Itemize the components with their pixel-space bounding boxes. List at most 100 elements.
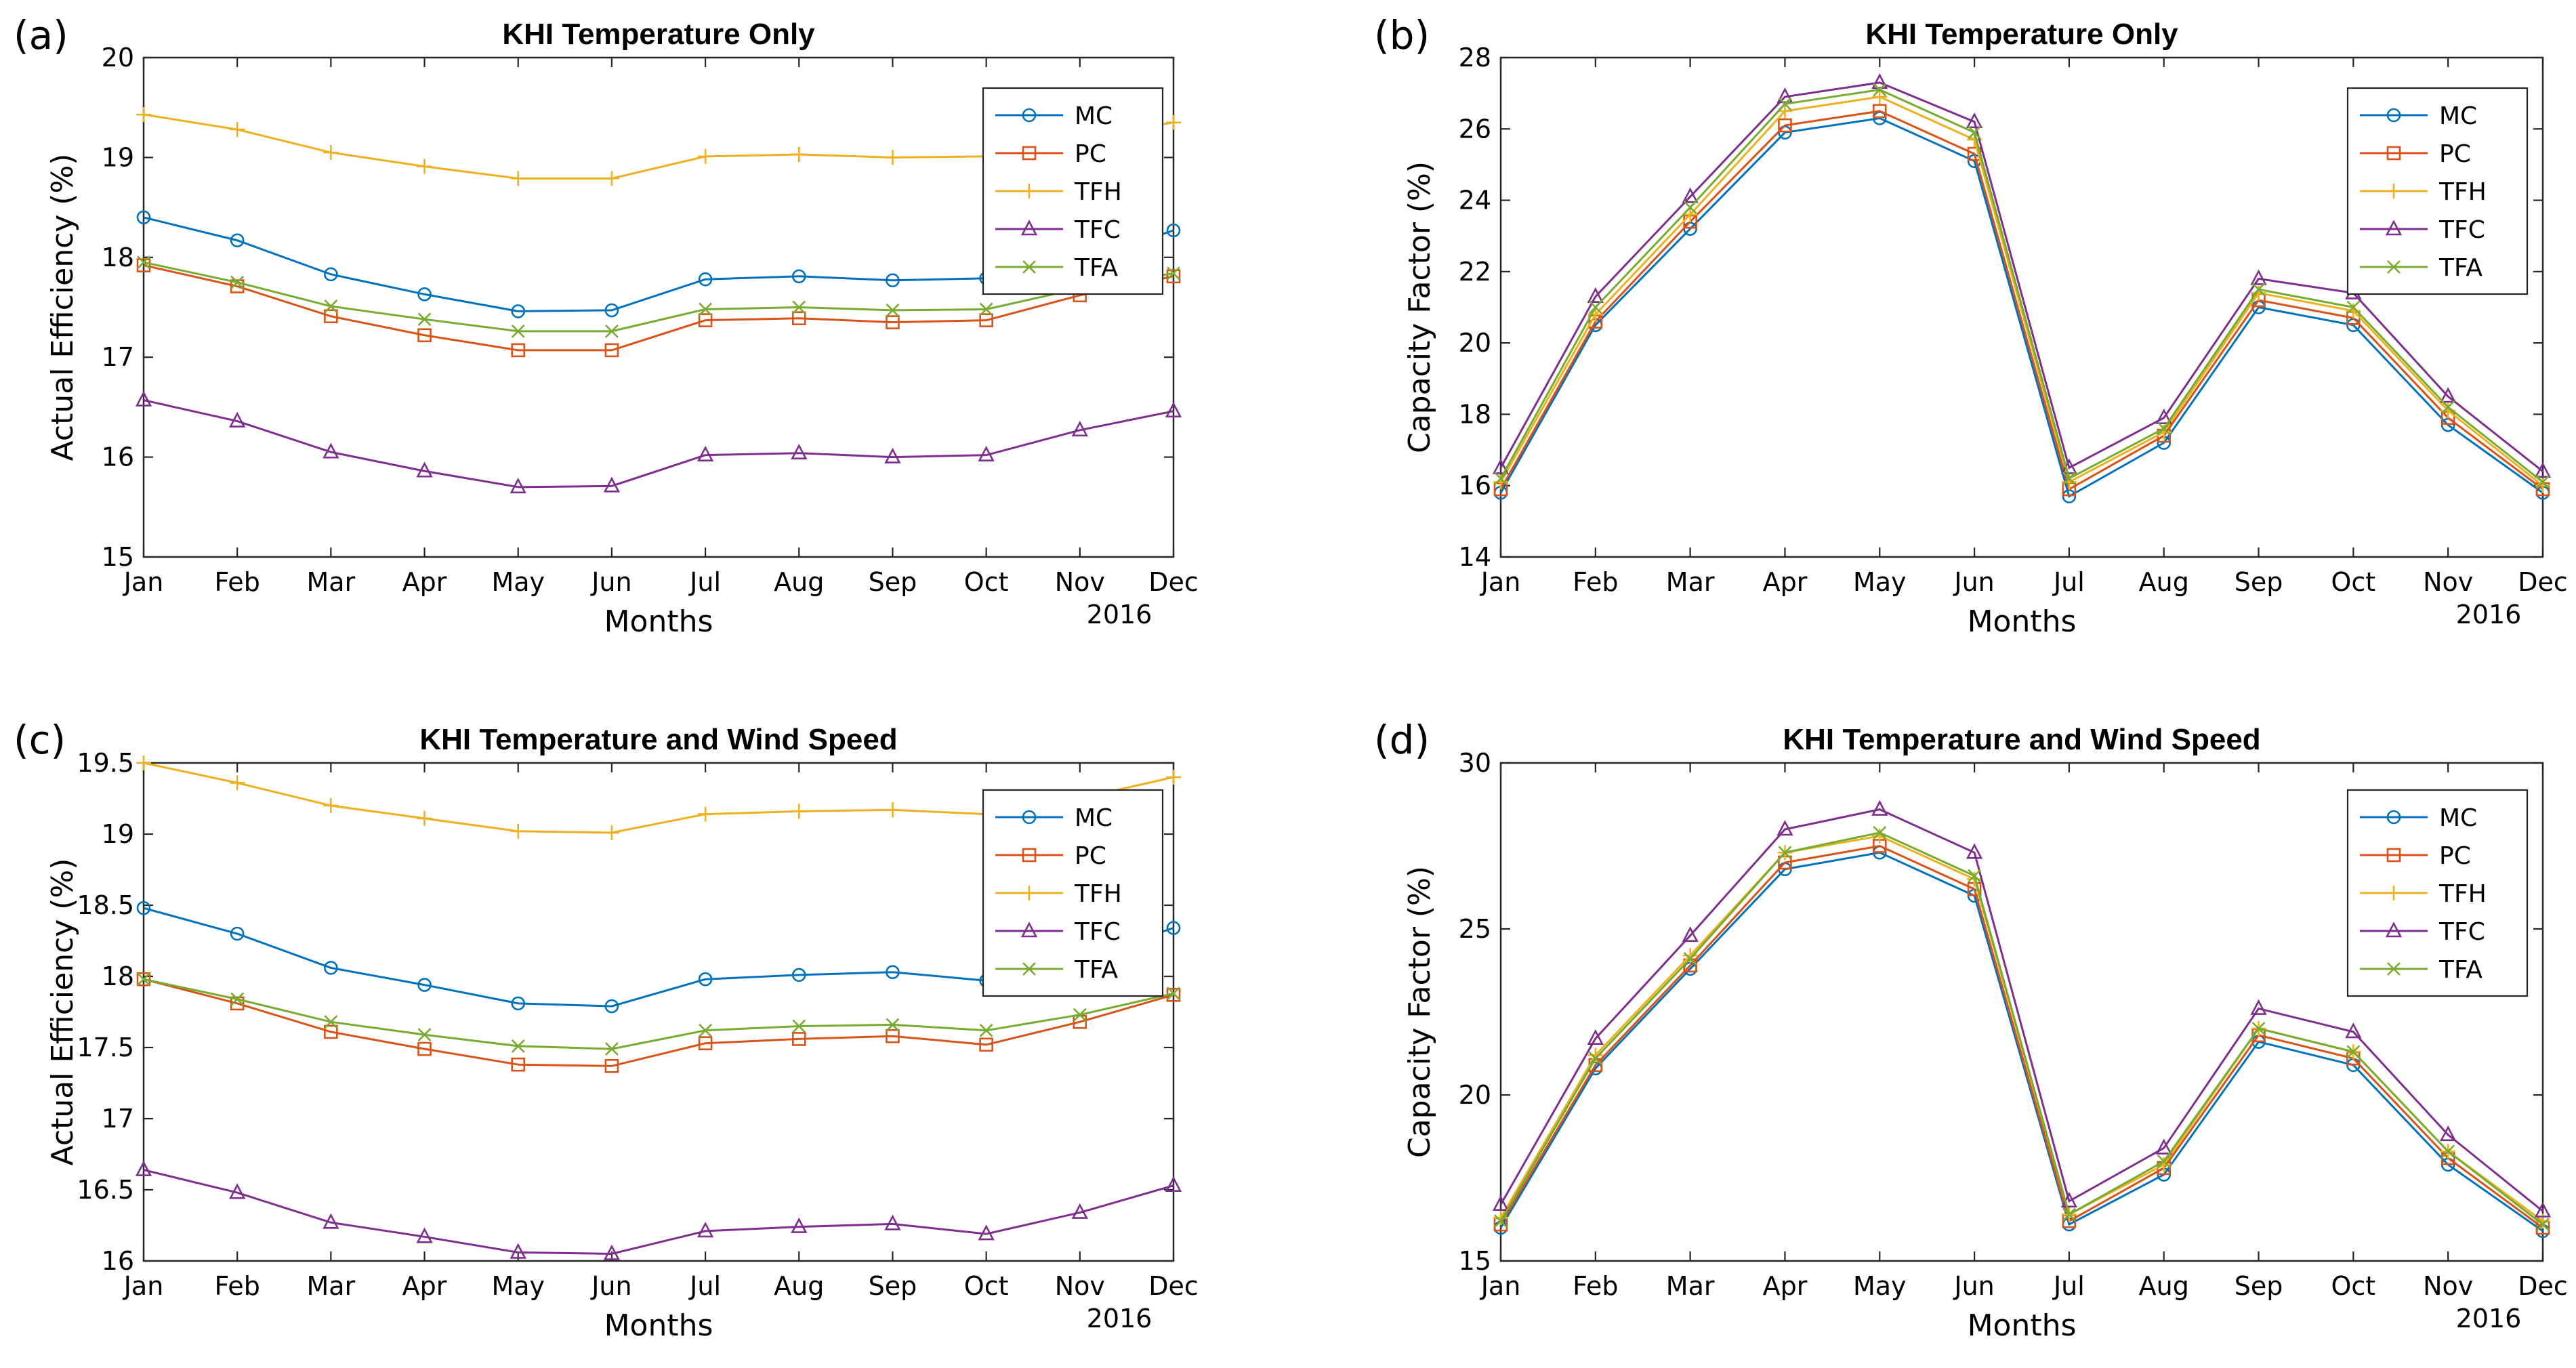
y-tick-label: 20 bbox=[102, 43, 134, 72]
data-point bbox=[2062, 472, 2076, 486]
data-point bbox=[604, 1059, 619, 1073]
legend-marker bbox=[1022, 146, 1037, 161]
data-point bbox=[1073, 1008, 1087, 1022]
x-axis-label: Months bbox=[1968, 604, 2077, 639]
data-point bbox=[1872, 89, 1888, 104]
y-tick-label: 19.5 bbox=[77, 748, 134, 778]
legend: MC PC TFH TFC TFA bbox=[2346, 789, 2529, 997]
data-point bbox=[886, 1029, 900, 1043]
y-tick-label: 22 bbox=[1459, 257, 1491, 287]
series-line bbox=[143, 399, 1174, 489]
legend-entry: TFH bbox=[2360, 178, 2487, 206]
y-tick-label: 16 bbox=[102, 442, 134, 472]
x-tick-label: May bbox=[491, 1271, 545, 1301]
data-point bbox=[1682, 207, 1698, 222]
legend-entry: TFA bbox=[2360, 254, 2482, 282]
y-tick-label: 18 bbox=[102, 243, 134, 272]
chart-panel-d: 15 20 25 30 Jan Feb Mar Apr May Jun Jul Aug Sep Oct No… bbox=[1374, 717, 2568, 1343]
data-point bbox=[604, 343, 619, 358]
data-point bbox=[417, 978, 432, 992]
legend-marker bbox=[1020, 921, 1038, 938]
x-tick-label: Nov bbox=[2423, 1271, 2473, 1301]
data-point bbox=[791, 269, 806, 284]
legend-label: TFC bbox=[2438, 918, 2485, 946]
data-point bbox=[1966, 112, 1983, 129]
legend-entry: TFH bbox=[2360, 880, 2487, 908]
data-point bbox=[978, 445, 995, 461]
legend-entry: TFH bbox=[995, 178, 1122, 206]
data-point bbox=[886, 304, 900, 317]
x-tick-label: Mar bbox=[1666, 1271, 1715, 1301]
legend-label: TFH bbox=[1074, 880, 1122, 908]
series-tfa bbox=[1494, 83, 2550, 489]
y-tick-label: 15 bbox=[1459, 1246, 1491, 1276]
x-tick-label: Mar bbox=[307, 567, 356, 597]
legend-label: TFA bbox=[1074, 956, 1118, 984]
x-tick-label: Apr bbox=[1763, 567, 1808, 597]
data-point bbox=[1166, 269, 1181, 284]
x-tick-label: Apr bbox=[1763, 1271, 1808, 1301]
data-point bbox=[1777, 820, 1793, 836]
x-tick-label: Nov bbox=[2423, 567, 2473, 597]
legend-label: PC bbox=[1075, 140, 1106, 168]
data-point bbox=[1777, 87, 1793, 104]
data-point bbox=[2155, 408, 2172, 424]
series-line bbox=[1499, 844, 2543, 1229]
chart-panel-c: 16 16.5 17 17.5 18 18.5 19 19.5 Jan Feb Mar Apr May J… bbox=[14, 717, 1199, 1343]
legend-label: TFH bbox=[2438, 880, 2487, 908]
data-point bbox=[978, 1224, 995, 1241]
data-point bbox=[510, 1243, 526, 1259]
legend: MC PC TFH TFC TFA bbox=[2346, 87, 2529, 295]
data-point bbox=[1166, 115, 1181, 130]
legend-marker bbox=[2386, 810, 2401, 825]
y-tick-label: 18 bbox=[1459, 399, 1491, 429]
plot-area bbox=[142, 762, 1175, 1262]
legend-entry: MC bbox=[2360, 804, 2477, 832]
data-point bbox=[2251, 283, 2266, 297]
legend-label: MC bbox=[2439, 102, 2477, 130]
legend-marker bbox=[2386, 184, 2401, 199]
legend-entry: PC bbox=[2360, 842, 2471, 870]
data-point bbox=[698, 272, 713, 287]
data-point bbox=[511, 343, 526, 358]
data-point bbox=[1165, 1176, 1182, 1192]
data-point bbox=[324, 961, 338, 975]
data-point bbox=[324, 267, 338, 282]
legend-label: TFC bbox=[1074, 918, 1121, 946]
legend-entry: TFA bbox=[2360, 956, 2482, 984]
data-point bbox=[136, 755, 151, 770]
x-tick-label: Aug bbox=[774, 567, 824, 597]
series-line bbox=[143, 264, 1174, 352]
y-tick-label: 24 bbox=[1459, 186, 1491, 215]
y-tick-label: 20 bbox=[1459, 1080, 1491, 1110]
data-point bbox=[791, 443, 808, 460]
panel-label: (c) bbox=[14, 717, 66, 763]
data-point bbox=[511, 304, 526, 318]
data-point bbox=[604, 324, 619, 338]
data-point bbox=[510, 478, 526, 494]
data-point bbox=[1778, 97, 1792, 111]
data-point bbox=[604, 999, 619, 1014]
legend-label: TFA bbox=[2438, 254, 2482, 282]
data-point bbox=[1966, 843, 1983, 859]
data-point bbox=[2440, 1125, 2457, 1142]
data-point bbox=[604, 825, 619, 840]
series-line bbox=[1499, 81, 2543, 472]
data-point bbox=[1777, 103, 1793, 119]
data-point bbox=[1071, 421, 1088, 437]
legend-label: TFA bbox=[2438, 956, 2482, 984]
x-tick-label: Dec bbox=[1148, 1271, 1199, 1301]
y-tick-label: 25 bbox=[1459, 914, 1491, 944]
x-tick-label: Oct bbox=[2331, 567, 2376, 597]
x-tick-label: Apr bbox=[402, 567, 447, 597]
x-tick-label: Dec bbox=[2518, 567, 2568, 597]
data-point bbox=[2536, 475, 2550, 489]
series-line bbox=[143, 978, 1174, 1067]
data-point bbox=[324, 1024, 338, 1039]
data-point bbox=[979, 302, 993, 316]
y-tick-label: 17 bbox=[102, 342, 134, 372]
x-tick-label: Jun bbox=[1953, 1271, 1994, 1301]
y-tick-label: 16.5 bbox=[77, 1175, 134, 1205]
x-tick-label: Jan bbox=[1480, 567, 1521, 597]
legend-entry: TFA bbox=[995, 956, 1118, 984]
